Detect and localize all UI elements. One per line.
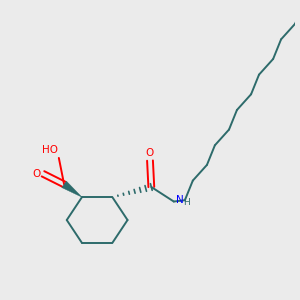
Text: O: O <box>33 169 41 179</box>
Text: H: H <box>183 198 190 207</box>
Text: N: N <box>176 195 184 205</box>
Text: O: O <box>146 148 154 158</box>
Text: HO: HO <box>41 145 58 155</box>
Polygon shape <box>62 181 82 197</box>
